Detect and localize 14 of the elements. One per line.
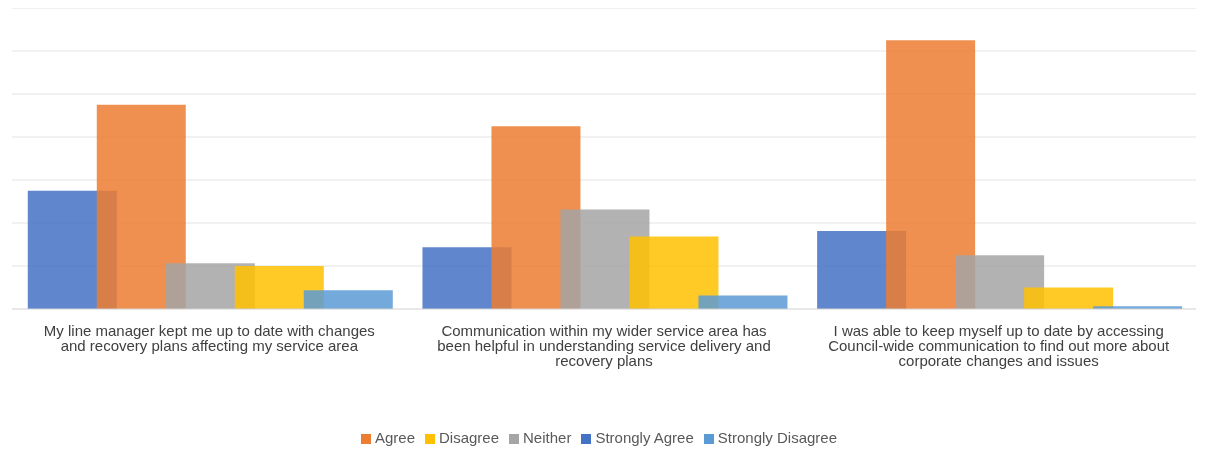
bar — [303, 290, 393, 309]
bar — [96, 104, 186, 309]
legend-label: Neither — [523, 429, 572, 446]
x-tick-label: My line manager kept me up to date with changes and recovery plans affecting my service area — [43, 321, 375, 354]
legend-label: Agree — [374, 429, 415, 446]
legend-label: Strongly Agree — [595, 429, 694, 446]
legend-label: Disagree — [439, 429, 500, 446]
legend-label: Strongly Disagree — [717, 429, 838, 446]
x-tick-label: I was able to keep myself up to date by accessing Council-wide communication to find out more about corporate changes and issues — [828, 321, 1170, 369]
x-tick-label: Communication within my wider service area has been helpful in understanding service delivery and recovery plans — [437, 321, 771, 369]
bar — [629, 236, 719, 309]
bar — [1024, 287, 1114, 309]
bar — [955, 255, 1045, 309]
bar — [886, 40, 976, 309]
